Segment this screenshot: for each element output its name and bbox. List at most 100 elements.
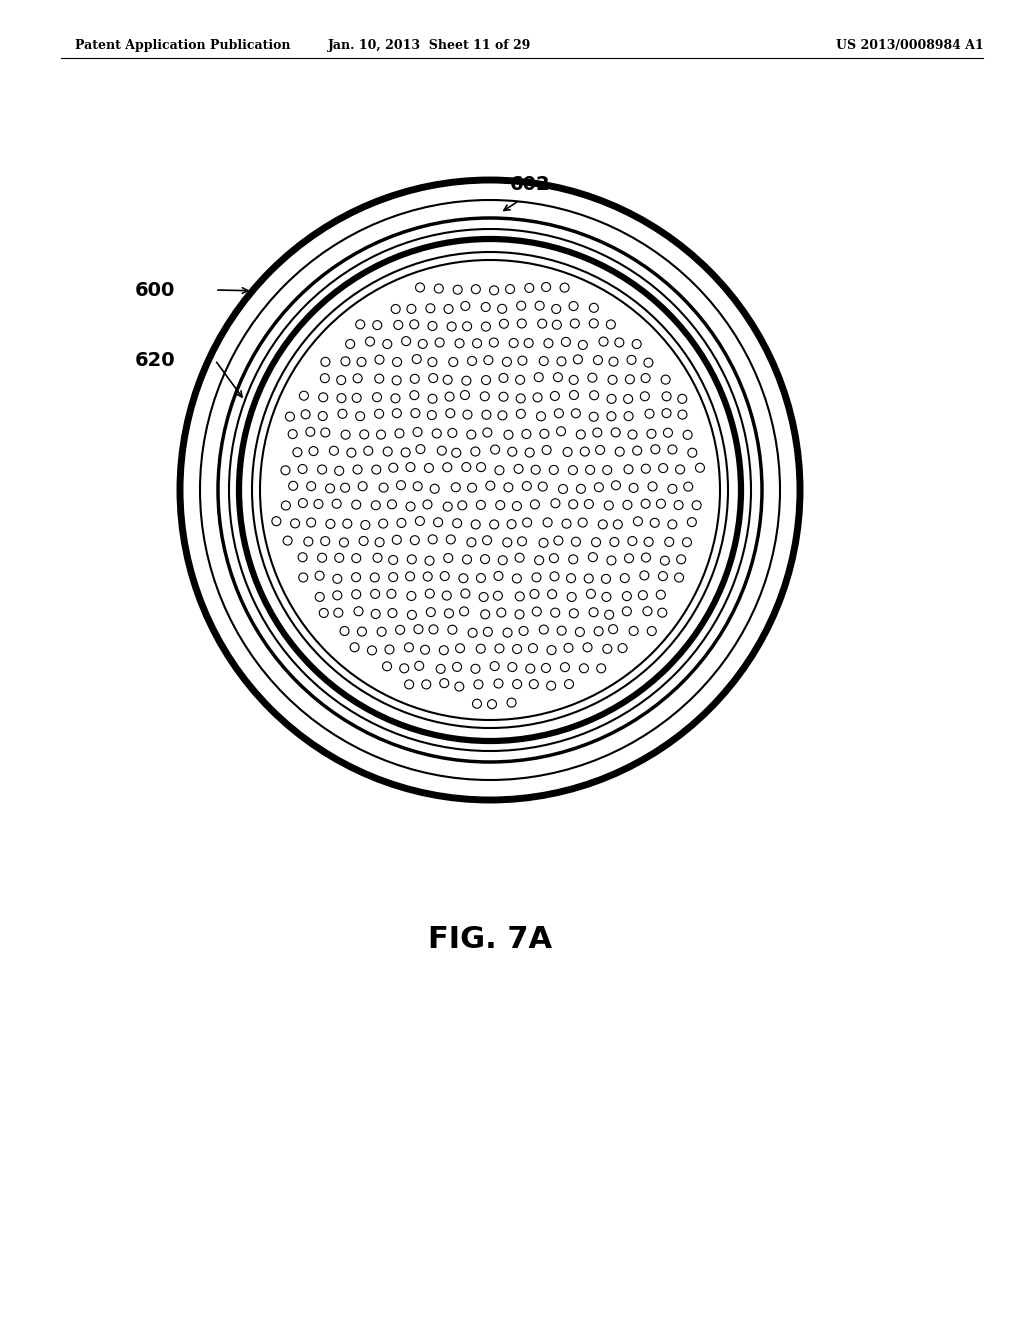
Circle shape (395, 429, 403, 438)
Circle shape (608, 624, 617, 634)
Circle shape (353, 374, 362, 383)
Circle shape (326, 519, 335, 528)
Circle shape (407, 591, 416, 601)
Circle shape (366, 337, 375, 346)
Circle shape (293, 447, 302, 457)
Circle shape (624, 412, 633, 421)
Circle shape (429, 624, 438, 634)
Circle shape (562, 519, 571, 528)
Circle shape (647, 429, 656, 438)
Circle shape (377, 430, 385, 440)
Circle shape (551, 499, 560, 508)
Circle shape (392, 358, 401, 367)
Circle shape (298, 499, 307, 508)
Circle shape (472, 700, 481, 709)
Circle shape (467, 430, 476, 440)
Circle shape (592, 537, 600, 546)
Circle shape (549, 466, 558, 474)
Circle shape (651, 445, 659, 454)
Circle shape (461, 589, 470, 598)
Circle shape (674, 500, 683, 510)
Circle shape (668, 484, 677, 494)
Circle shape (568, 554, 578, 564)
Circle shape (471, 664, 480, 673)
Circle shape (480, 554, 489, 564)
Circle shape (392, 536, 401, 544)
Circle shape (516, 375, 524, 384)
Circle shape (389, 556, 397, 565)
Circle shape (579, 341, 588, 350)
Circle shape (449, 358, 458, 367)
Circle shape (656, 590, 666, 599)
Circle shape (341, 356, 350, 366)
Circle shape (434, 284, 443, 293)
Circle shape (338, 409, 347, 418)
Circle shape (536, 301, 544, 310)
Circle shape (514, 465, 523, 474)
Circle shape (391, 305, 400, 313)
Circle shape (333, 574, 342, 583)
Circle shape (321, 374, 330, 383)
Circle shape (443, 502, 453, 511)
Circle shape (442, 591, 452, 601)
Circle shape (508, 447, 517, 457)
Circle shape (633, 446, 642, 455)
Circle shape (663, 392, 671, 401)
Circle shape (564, 680, 573, 689)
Circle shape (416, 282, 425, 292)
Circle shape (525, 447, 535, 457)
Circle shape (314, 499, 323, 508)
Circle shape (387, 589, 396, 598)
Circle shape (542, 282, 551, 292)
Circle shape (458, 500, 467, 510)
Circle shape (528, 644, 538, 652)
Circle shape (613, 520, 623, 529)
Circle shape (611, 428, 621, 437)
Circle shape (467, 537, 476, 546)
Circle shape (608, 375, 617, 384)
Circle shape (319, 609, 329, 618)
Circle shape (379, 483, 388, 492)
Circle shape (512, 574, 521, 583)
Circle shape (317, 465, 327, 474)
Circle shape (542, 664, 551, 672)
Circle shape (476, 462, 485, 471)
Text: 600: 600 (134, 281, 175, 300)
Circle shape (411, 375, 419, 383)
Circle shape (340, 627, 349, 635)
Circle shape (462, 376, 471, 385)
Circle shape (550, 572, 559, 581)
Circle shape (590, 304, 598, 313)
Circle shape (471, 520, 480, 529)
Circle shape (579, 517, 587, 527)
Circle shape (589, 319, 598, 327)
Circle shape (581, 447, 589, 457)
Circle shape (271, 516, 281, 525)
Circle shape (416, 445, 425, 454)
Circle shape (309, 446, 318, 455)
Circle shape (387, 500, 396, 508)
Circle shape (537, 412, 546, 421)
Circle shape (490, 445, 500, 454)
Circle shape (330, 446, 338, 455)
Circle shape (391, 393, 400, 403)
Circle shape (499, 392, 508, 401)
Circle shape (534, 393, 542, 401)
Circle shape (425, 589, 434, 598)
Circle shape (516, 393, 525, 403)
Circle shape (442, 463, 452, 471)
Circle shape (626, 375, 635, 384)
Circle shape (385, 645, 394, 653)
Circle shape (569, 375, 579, 384)
Circle shape (404, 680, 414, 689)
Circle shape (487, 700, 497, 709)
Circle shape (676, 465, 685, 474)
Circle shape (406, 572, 415, 581)
Circle shape (500, 319, 509, 329)
Circle shape (507, 698, 516, 708)
Circle shape (286, 412, 295, 421)
Circle shape (428, 358, 437, 367)
Circle shape (354, 607, 364, 615)
Circle shape (357, 627, 367, 636)
Circle shape (439, 678, 449, 688)
